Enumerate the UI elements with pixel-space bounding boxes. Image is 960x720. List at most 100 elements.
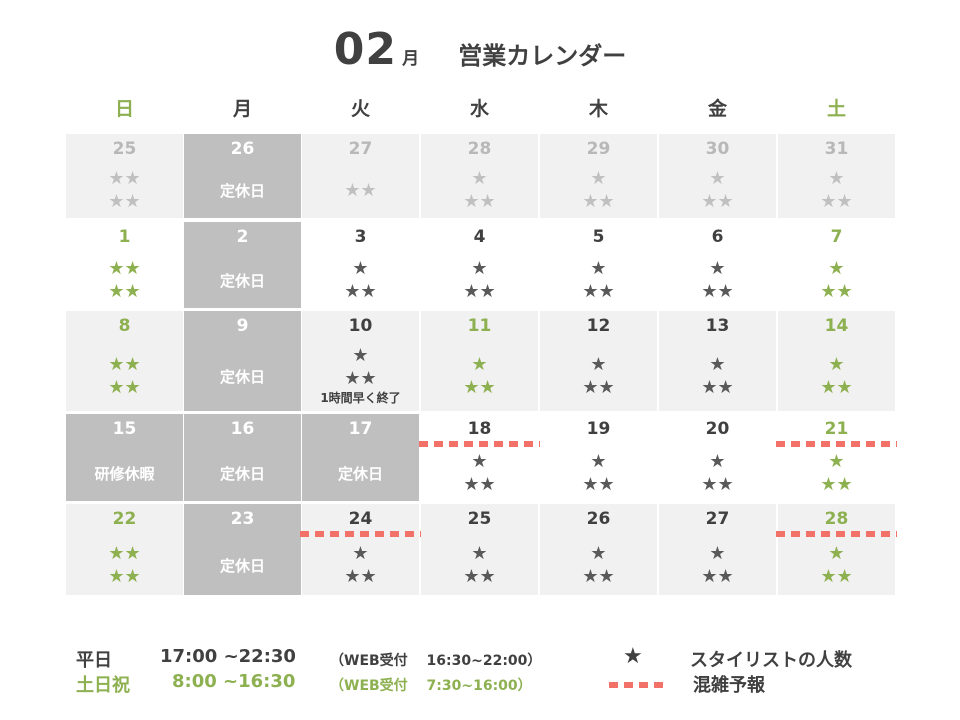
star-row-icon: ★★ bbox=[344, 281, 377, 302]
star-row-icon: ★ bbox=[828, 451, 845, 472]
star-row-icon: ★★ bbox=[701, 566, 734, 587]
star-row-icon: ★ bbox=[828, 258, 845, 279]
day-cell: 15 研修休暇 bbox=[66, 414, 183, 501]
star-row-icon: ★ bbox=[590, 451, 607, 472]
day-number: 20 bbox=[705, 419, 730, 439]
star-row-icon: ★ bbox=[828, 543, 845, 564]
star-row-icon: ★ bbox=[471, 451, 488, 472]
day-number: 28 bbox=[824, 509, 849, 529]
star-row-icon: ★★ bbox=[820, 191, 853, 212]
day-cell: 23 定休日 bbox=[184, 504, 301, 595]
day-cell: 22 ★★ ★★ bbox=[66, 504, 183, 595]
month-number: 02 bbox=[333, 24, 398, 75]
weekday-hours: 17:00 ~22:30 bbox=[160, 646, 296, 667]
stylist-count-stars: ★ ★★ bbox=[540, 167, 657, 213]
day-cell: 6 ★ ★★ bbox=[659, 222, 776, 308]
day-cell: 1 ★★ ★★ bbox=[66, 222, 183, 308]
star-row-icon: ★★ bbox=[463, 377, 496, 398]
star-row-icon: ★★ bbox=[582, 474, 615, 495]
stylist-count-stars: ★ ★★ bbox=[302, 257, 419, 303]
day-number: 26 bbox=[586, 509, 611, 529]
day-cell: 26 ★ ★★ bbox=[540, 504, 657, 595]
star-row-icon: ★ bbox=[590, 543, 607, 564]
day-number: 5 bbox=[592, 227, 605, 247]
star-row-icon: ★★ bbox=[463, 474, 496, 495]
day-number: 23 bbox=[230, 509, 255, 529]
day-cell: 20 ★ ★★ bbox=[659, 414, 776, 501]
star-row-icon: ★★ bbox=[108, 543, 141, 564]
stylist-count-stars: ★ ★★ bbox=[421, 353, 538, 399]
weekend-web-hours: （WEB受付 7:30~16:00） bbox=[330, 678, 532, 694]
weekday-6: 土 bbox=[826, 98, 846, 120]
stylist-count-stars: ★★ ★★ bbox=[66, 257, 183, 303]
day-cell: 29 ★ ★★ bbox=[540, 134, 657, 218]
star-row-icon: ★ bbox=[352, 258, 369, 279]
star-row-icon: ★★ bbox=[108, 377, 141, 398]
legend-star-label: スタイリストの人数 bbox=[690, 650, 852, 671]
day-cell: 7 ★ ★★ bbox=[778, 222, 895, 308]
stylist-count-stars: ★ ★★ bbox=[659, 450, 776, 496]
day-cell: 28 ★ ★★ bbox=[778, 504, 895, 595]
star-row-icon: ★★ bbox=[463, 566, 496, 587]
weekday-web-hours: （WEB受付 16:30~22:00） bbox=[330, 653, 542, 669]
day-cell: 2 定休日 bbox=[184, 222, 301, 308]
stylist-count-stars: ★ ★★ bbox=[778, 353, 895, 399]
day-cell: 27 ★ ★★ bbox=[659, 504, 776, 595]
star-row-icon: ★★ bbox=[108, 566, 141, 587]
star-row-icon: ★★ bbox=[582, 281, 615, 302]
star-row-icon: ★ bbox=[590, 168, 607, 189]
star-row-icon: ★★ bbox=[108, 281, 141, 302]
star-row-icon: ★★ bbox=[820, 377, 853, 398]
star-row-icon: ★ bbox=[352, 543, 369, 564]
month-unit: 月 bbox=[402, 49, 420, 69]
day-cell: 26 定休日 bbox=[184, 134, 301, 218]
day-cell: 17 定休日 bbox=[302, 414, 419, 501]
calendar-name: 営業カレンダー bbox=[458, 42, 627, 70]
stylist-count-stars: ★ ★★ bbox=[659, 257, 776, 303]
star-row-icon: ★★ bbox=[108, 354, 141, 375]
star-row-icon: ★★ bbox=[582, 377, 615, 398]
star-row-icon: ★★ bbox=[701, 281, 734, 302]
cell-note: 1時間早く終了 bbox=[320, 391, 401, 405]
star-row-icon: ★★ bbox=[582, 566, 615, 587]
day-number: 9 bbox=[236, 316, 249, 336]
weekday-header: 日月火水木金土 bbox=[64, 94, 896, 120]
stylist-count-stars: ★ ★★ bbox=[659, 353, 776, 399]
day-number: 16 bbox=[230, 419, 255, 439]
star-row-icon: ★ bbox=[471, 543, 488, 564]
star-row-icon: ★★ bbox=[582, 191, 615, 212]
day-number: 24 bbox=[348, 509, 373, 529]
star-row-icon: ★★ bbox=[820, 474, 853, 495]
day-cell: 3 ★ ★★ bbox=[302, 222, 419, 308]
day-number: 30 bbox=[705, 139, 730, 159]
weekend-hours: 8:00 ~16:30 bbox=[172, 671, 296, 692]
stylist-count-stars: ★★ ★★ bbox=[66, 353, 183, 399]
day-cell: 24 ★ ★★ bbox=[302, 504, 419, 595]
day-number: 6 bbox=[711, 227, 724, 247]
stylist-count-stars: ★ ★★ bbox=[302, 344, 419, 390]
day-cell: 14 ★ ★★ bbox=[778, 311, 895, 411]
day-number: 25 bbox=[112, 139, 137, 159]
stylist-count-stars: ★★ bbox=[302, 179, 419, 202]
star-row-icon: ★ bbox=[590, 354, 607, 375]
closed-note: 定休日 bbox=[219, 368, 265, 386]
day-cell: 25 ★★ ★★ bbox=[66, 134, 183, 218]
star-row-icon: ★★ bbox=[463, 281, 496, 302]
day-cell: 18 ★ ★★ bbox=[421, 414, 538, 501]
day-number: 11 bbox=[467, 316, 492, 336]
day-cell: 30 ★ ★★ bbox=[659, 134, 776, 218]
day-number: 3 bbox=[354, 227, 367, 247]
star-row-icon: ★★ bbox=[701, 191, 734, 212]
closed-note: 定休日 bbox=[219, 272, 265, 290]
day-cell: 12 ★ ★★ bbox=[540, 311, 657, 411]
stylist-count-stars: ★ ★★ bbox=[778, 257, 895, 303]
stylist-count-stars: ★★ ★★ bbox=[66, 542, 183, 588]
stylist-count-stars: ★ ★★ bbox=[659, 167, 776, 213]
day-number: 13 bbox=[705, 316, 730, 336]
day-cell: 4 ★ ★★ bbox=[421, 222, 538, 308]
star-row-icon: ★ bbox=[590, 258, 607, 279]
day-number: 19 bbox=[586, 419, 611, 439]
closed-note: 定休日 bbox=[219, 465, 265, 483]
closed-note: 研修休暇 bbox=[94, 465, 155, 483]
